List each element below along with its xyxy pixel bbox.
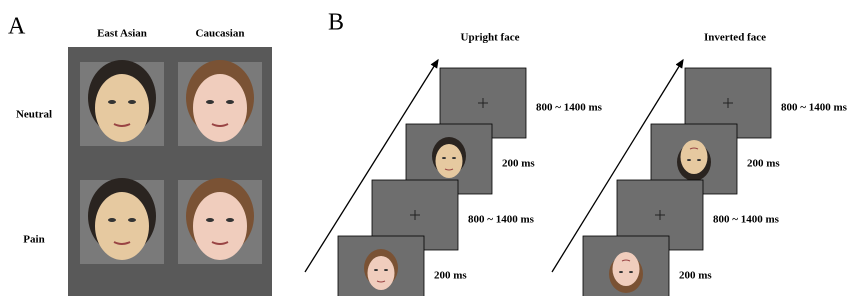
skin <box>95 192 149 260</box>
panel-label: A <box>8 14 26 40</box>
skin <box>193 74 247 142</box>
eye <box>206 218 214 222</box>
eye <box>629 271 633 273</box>
eye <box>226 100 234 104</box>
eye <box>619 271 623 273</box>
column-label: East Asian <box>97 28 147 40</box>
panel-label: B <box>328 10 344 36</box>
eye <box>687 159 691 161</box>
eye <box>384 269 388 271</box>
duration-label: 800 ~ 1400 ms <box>468 214 535 226</box>
eye <box>442 157 446 159</box>
skin <box>368 256 395 290</box>
skin <box>193 192 247 260</box>
skin <box>95 74 149 142</box>
eye <box>206 100 214 104</box>
eye <box>128 218 136 222</box>
skin <box>436 144 463 178</box>
column-label: Caucasian <box>196 28 245 40</box>
page: A East Asian Caucasian Neutral Pain B Up… <box>0 0 856 296</box>
eye <box>226 218 234 222</box>
row-label: Neutral <box>16 109 52 121</box>
duration-label: 800 ~ 1400 ms <box>713 214 780 226</box>
figure: A East Asian Caucasian Neutral Pain B Up… <box>0 0 856 296</box>
duration-label: 800 ~ 1400 ms <box>781 102 848 114</box>
duration-label: 200 ms <box>502 158 535 170</box>
duration-label: 200 ms <box>747 158 780 170</box>
eye <box>128 100 136 104</box>
skin <box>613 252 640 286</box>
row-label: Pain <box>23 234 44 246</box>
duration-label: 200 ms <box>434 270 467 282</box>
eye <box>452 157 456 159</box>
duration-label: 200 ms <box>679 270 712 282</box>
duration-label: 800 ~ 1400 ms <box>536 102 603 114</box>
sequence-title: Inverted face <box>704 32 766 44</box>
eye <box>108 100 116 104</box>
skin <box>681 140 708 174</box>
eye <box>108 218 116 222</box>
sequence-title: Upright face <box>461 32 520 44</box>
eye <box>697 159 701 161</box>
eye <box>374 269 378 271</box>
